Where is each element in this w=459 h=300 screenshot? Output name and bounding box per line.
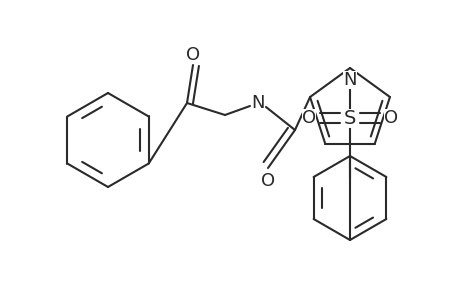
Text: O: O: [185, 46, 200, 64]
Text: O: O: [260, 172, 274, 190]
Text: N: N: [342, 71, 356, 89]
Text: O: O: [383, 109, 397, 127]
Text: O: O: [301, 109, 315, 127]
Text: S: S: [343, 109, 355, 128]
Text: N: N: [251, 94, 264, 112]
